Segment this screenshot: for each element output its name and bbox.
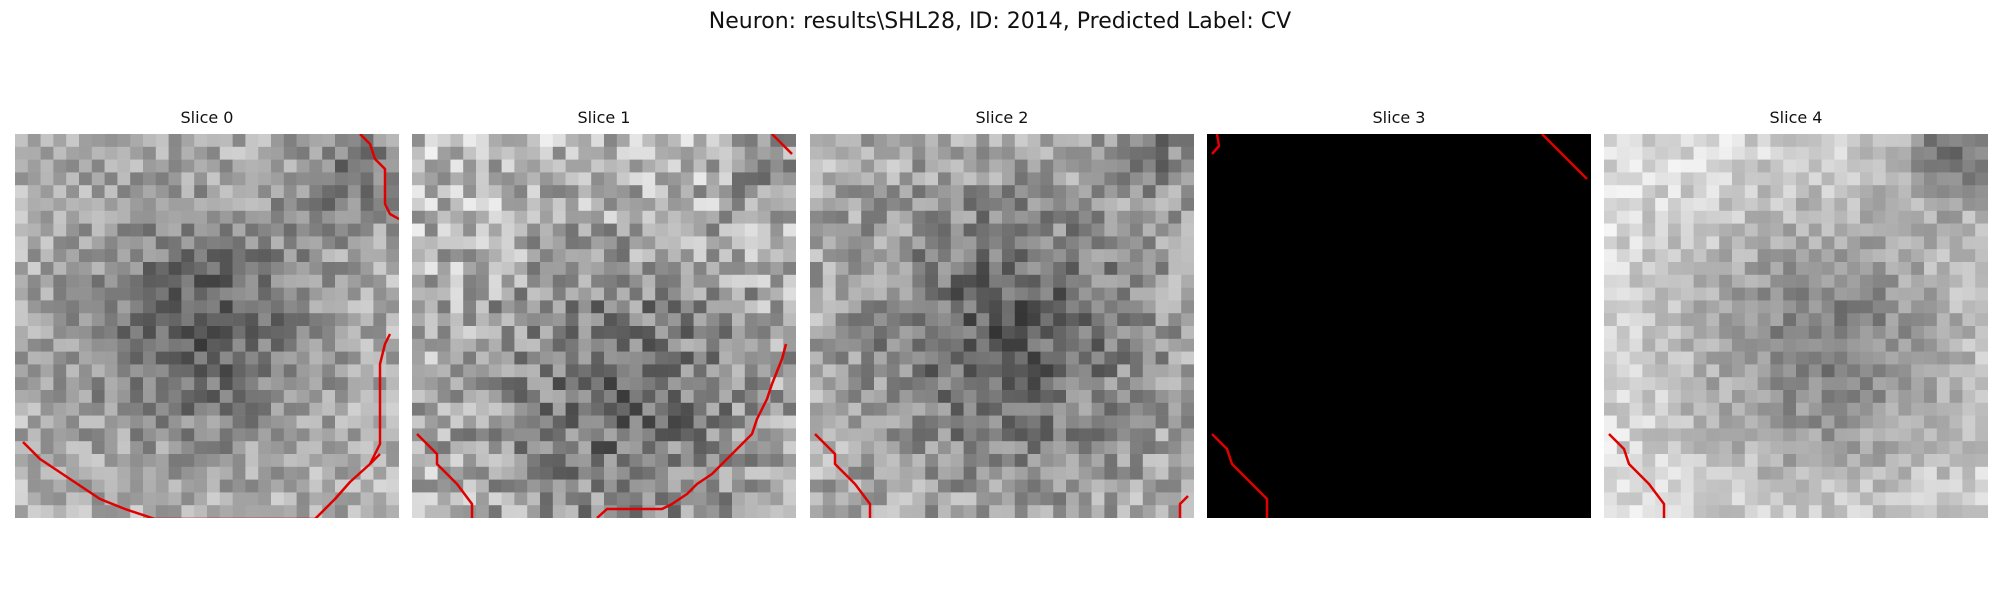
- pixel-grid: [412, 134, 796, 518]
- slice-image: [15, 134, 399, 518]
- pixel-grid: [15, 134, 399, 518]
- slice-panel-4: Slice 4: [1604, 108, 1988, 518]
- roi-contour: [368, 333, 392, 465]
- roi-contour: [1541, 134, 1588, 180]
- slice-panel-0: Slice 0: [15, 108, 399, 518]
- slice-panel-1: Slice 1: [412, 108, 796, 518]
- roi-contour: [596, 343, 788, 518]
- slice-panel-2: Slice 2: [810, 108, 1194, 518]
- slice-title: Slice 4: [1769, 108, 1823, 127]
- slice-image: [1207, 134, 1591, 518]
- roi-contour: [359, 134, 399, 221]
- empty-slice-fill: [1207, 134, 1591, 518]
- roi-contour: [22, 441, 381, 518]
- slice-title: Slice 2: [975, 108, 1029, 127]
- slice-image: [412, 134, 796, 518]
- slice-title: Slice 3: [1372, 108, 1426, 127]
- figure-title: Neuron: results\SHL28, ID: 2014, Predict…: [708, 9, 1292, 34]
- roi-contour: [1211, 134, 1221, 155]
- slice-image: [1604, 134, 1988, 518]
- pixel-grid: [1604, 134, 1988, 518]
- slice-title: Slice 1: [577, 108, 631, 127]
- roi-contour: [416, 433, 474, 518]
- slice-panel-3: Slice 3: [1207, 108, 1591, 518]
- pixel-grid: [810, 134, 1194, 518]
- roi-contour: [1608, 433, 1666, 518]
- slice-image: [810, 134, 1194, 518]
- roi-contour: [1178, 495, 1189, 518]
- roi-contour: [1211, 433, 1269, 518]
- roi-contour: [814, 433, 872, 518]
- roi-contour: [771, 134, 793, 155]
- slice-title: Slice 0: [180, 108, 234, 127]
